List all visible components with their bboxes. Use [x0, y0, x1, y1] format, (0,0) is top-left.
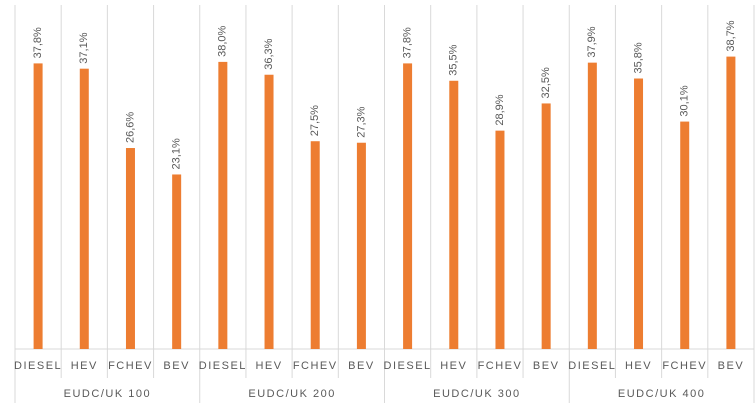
x-tick-label: DIESEL — [199, 360, 247, 372]
x-tick-label: HEV — [625, 360, 652, 372]
data-label: 37,8% — [32, 27, 44, 58]
data-label: 36,3% — [263, 38, 275, 69]
bar — [403, 63, 413, 350]
bar — [356, 142, 366, 349]
bar — [310, 141, 320, 349]
group-label: EUDC/UK 300 — [433, 388, 520, 400]
x-tick-label: HEV — [440, 360, 467, 372]
data-label: 26,6% — [124, 112, 136, 143]
x-tick-label: FCHEV — [293, 360, 338, 372]
x-tick-label: BEV — [718, 360, 745, 372]
bar — [172, 174, 182, 349]
x-tick-label: DIESEL — [568, 360, 616, 372]
data-label: 38,7% — [725, 20, 737, 51]
bar — [125, 148, 135, 349]
x-tick-label: FCHEV — [662, 360, 707, 372]
x-tick-label: HEV — [255, 360, 282, 372]
x-tick-label: BEV — [163, 360, 190, 372]
data-label: 27,5% — [309, 105, 321, 136]
bar — [680, 121, 690, 349]
data-label: 23,1% — [171, 138, 183, 169]
data-label: 38,0% — [217, 25, 229, 56]
bar — [587, 62, 597, 350]
group-label: EUDC/UK 400 — [618, 388, 705, 400]
x-tick-label: HEV — [71, 360, 98, 372]
data-label: 35,8% — [632, 42, 644, 73]
group-label: EUDC/UK 200 — [248, 388, 335, 400]
bar — [634, 78, 644, 349]
data-label: 27,3% — [355, 106, 367, 137]
data-label: 32,5% — [540, 67, 552, 98]
x-tick-label: FCHEV — [108, 360, 153, 372]
x-tick-label: DIESEL — [384, 360, 432, 372]
data-label: 37,9% — [586, 26, 598, 57]
x-tick-label: FCHEV — [478, 360, 523, 372]
bar — [79, 68, 89, 349]
data-label: 37,8% — [402, 27, 414, 58]
x-tick-label: BEV — [348, 360, 375, 372]
bar — [541, 103, 551, 349]
bar — [264, 74, 274, 349]
bar — [495, 130, 505, 349]
data-label: 30,1% — [679, 85, 691, 116]
data-label: 37,1% — [78, 32, 90, 63]
group-label: EUDC/UK 100 — [64, 388, 151, 400]
x-tick-label: BEV — [533, 360, 560, 372]
data-label: 28,9% — [494, 94, 506, 125]
data-label: 35,5% — [448, 44, 460, 75]
x-tick-label: DIESEL — [14, 360, 62, 372]
bar — [449, 80, 459, 350]
bar — [726, 56, 736, 349]
bar — [33, 63, 43, 350]
bar — [218, 61, 228, 350]
